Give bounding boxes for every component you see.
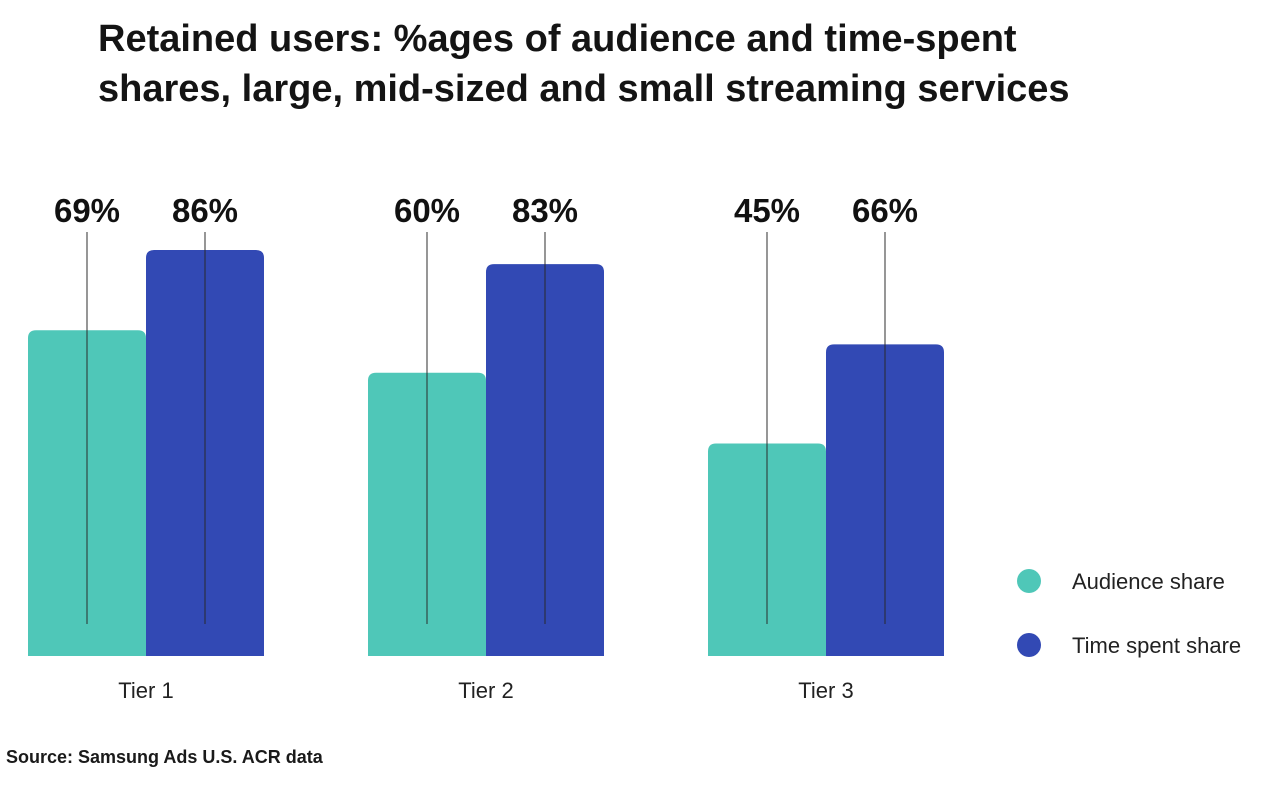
data-label: 66% <box>852 192 918 229</box>
data-label: 69% <box>54 192 120 229</box>
source-note: Source: Samsung Ads U.S. ACR data <box>6 747 323 767</box>
x-tick-label: Tier 1 <box>118 678 173 703</box>
chart-title-line-1: Retained users: %ages of audience and ti… <box>98 18 1017 60</box>
data-label: 60% <box>394 192 460 229</box>
data-label: 45% <box>734 192 800 229</box>
data-label: 86% <box>172 192 238 229</box>
x-tick-label: Tier 2 <box>458 678 513 703</box>
legend-marker-time-spent <box>1017 633 1041 657</box>
chart-title-line-2: shares, large, mid-sized and small strea… <box>98 68 1070 110</box>
legend-label: Time spent share <box>1072 633 1241 658</box>
data-label: 83% <box>512 192 578 229</box>
chart-title: Retained users: %ages of audience and ti… <box>98 14 1218 114</box>
x-tick-label: Tier 3 <box>798 678 853 703</box>
legend-label: Audience share <box>1072 569 1225 594</box>
legend-marker-audience <box>1017 569 1041 593</box>
